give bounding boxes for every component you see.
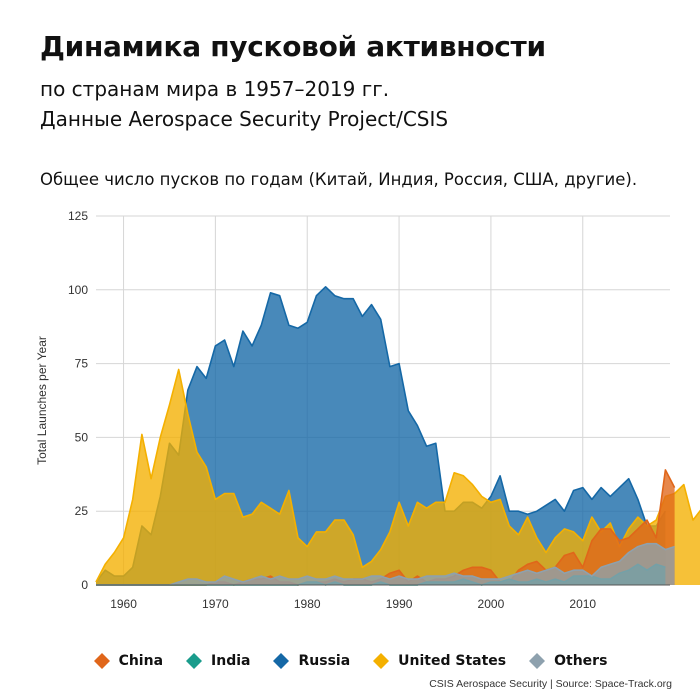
subtitle-line-2: Данные Aerospace Security Project/CSIS: [40, 107, 449, 131]
legend-diamond-icon: [273, 653, 290, 669]
legend-diamond-icon: [93, 653, 110, 669]
y-tick-label: 100: [68, 283, 88, 297]
x-tick-label: 2000: [478, 597, 505, 611]
y-tick-label: 50: [75, 430, 89, 444]
x-tick-label: 1980: [294, 597, 321, 611]
legend-label: Russia: [298, 653, 351, 669]
legend-item-russia: Russia: [272, 652, 350, 670]
legend-diamond-icon: [529, 653, 546, 669]
x-tick-label: 2010: [569, 597, 596, 611]
source-note: CSIS Aerospace Security | Source: Space-…: [429, 678, 672, 690]
series-areas: [95, 286, 700, 586]
legend-label: United States: [398, 653, 507, 669]
launch-area-chart: 0 25 50 75 100 125 1960 1970 1980 1990 2000 2010 To…: [35, 209, 700, 611]
y-tick-label: 0: [81, 578, 88, 592]
chart-caption: Общее число пусков по годам (Китай, Инди…: [40, 170, 638, 189]
area-others: [96, 543, 675, 585]
legend-item-india: India: [185, 652, 250, 670]
chart-legend: China India Russia United States Others: [0, 652, 700, 670]
x-tick-label: 1990: [386, 597, 413, 611]
legend-item-china: China: [93, 652, 163, 670]
x-tick-label: 1970: [202, 597, 229, 611]
chart-title: Динамика пусковой активности: [40, 30, 546, 63]
axes: 0 25 50 75 100 125 1960 1970 1980 1990 2000 2010: [68, 209, 670, 611]
y-axis-title: Total Launches per Year: [35, 336, 49, 465]
y-tick-label: 75: [75, 357, 89, 371]
legend-label: Others: [554, 653, 608, 669]
legend-label: China: [118, 653, 164, 669]
line-russia: [95, 286, 667, 583]
chart-subtitle: по странам мира в 1957–2019 гг. Данные A…: [40, 74, 448, 134]
line-others: [96, 542, 675, 586]
legend-diamond-icon: [186, 653, 203, 669]
legend-diamond-icon: [373, 653, 390, 669]
y-tick-label: 125: [68, 209, 88, 223]
y-tick-label: 25: [75, 504, 89, 518]
legend-label: India: [211, 653, 251, 669]
legend-item-united-states: United States: [372, 652, 506, 670]
x-tick-label: 1960: [110, 597, 137, 611]
subtitle-line-1: по странам мира в 1957–2019 гг.: [40, 77, 390, 101]
area-united-states: [96, 369, 700, 585]
legend-item-others: Others: [528, 652, 607, 670]
